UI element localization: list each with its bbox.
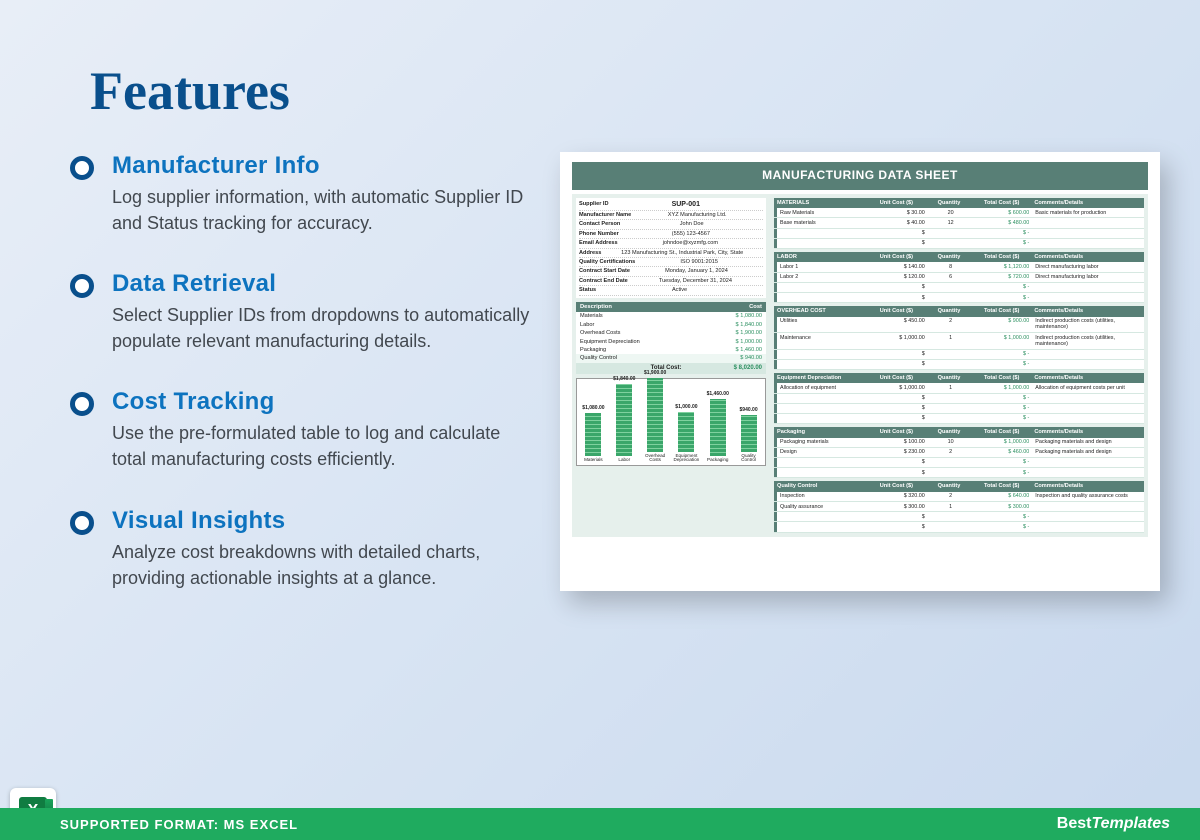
cell: 1,000.00 [740, 339, 762, 345]
cost-chart: $1,080.00Materials$1,840.00Labor$1,900.0… [576, 378, 766, 466]
value: Monday, January 1, 2024 [630, 268, 763, 274]
cell: Quality Control [580, 355, 686, 361]
feature-desc: Log supplier information, with automatic… [112, 184, 530, 236]
supplier-info-box: Supplier IDSUP-001 Manufacturer NameXYZ … [576, 198, 766, 298]
bullet-icon [70, 392, 94, 416]
label: Supplier ID [579, 201, 609, 209]
value: Active [596, 287, 763, 293]
value: (555) 123-4567 [619, 231, 763, 237]
value: Tuesday, December 31, 2024 [628, 278, 763, 284]
bullet-icon [70, 274, 94, 298]
footer-bar: SUPPORTED FORMAT: MS EXCEL BestTemplates [0, 808, 1200, 840]
features-list: Manufacturer Info Log supplier informati… [70, 152, 530, 591]
value: ISO 9001:2015 [635, 259, 763, 265]
data-section: MATERIALSUnit Cost ($)QuantityTotal Cost… [774, 198, 1144, 249]
chart-bar: $1,900.00Overhead Costs [643, 371, 668, 463]
page-heading: Features [0, 0, 1200, 122]
chart-bar: $1,000.00Equipment Depreciation [674, 405, 700, 463]
cell: 940.00 [745, 355, 762, 361]
value: John Doe [620, 221, 763, 227]
chart-bar: $1,840.00Labor [612, 377, 637, 462]
value: 123 Manufacturing St., Industrial Park, … [601, 250, 763, 256]
data-section: PackagingUnit Cost ($)QuantityTotal Cost… [774, 427, 1144, 478]
feature-desc: Analyze cost breakdowns with detailed ch… [112, 539, 530, 591]
bullet-icon [70, 156, 94, 180]
feature-item: Cost Tracking Use the pre-formulated tab… [70, 388, 530, 472]
label: Email Address [579, 240, 618, 246]
label: Contact Person [579, 221, 620, 227]
cell: Materials [580, 313, 686, 319]
chart-bar: $1,460.00Packaging [705, 392, 730, 462]
value: XYZ Manufacturing Ltd. [631, 212, 763, 218]
total-label: Total Cost: [580, 365, 690, 372]
feature-title: Data Retrieval [112, 270, 530, 298]
feature-title: Manufacturer Info [112, 152, 530, 180]
cell: Overhead Costs [580, 330, 686, 336]
value: SUP-001 [609, 201, 763, 209]
data-section: OVERHEAD COSTUnit Cost ($)QuantityTotal … [774, 306, 1144, 370]
data-section: LABORUnit Cost ($)QuantityTotal Cost ($)… [774, 252, 1144, 303]
bullet-icon [70, 511, 94, 535]
brand-part: Best [1057, 815, 1092, 832]
data-section: Equipment DepreciationUnit Cost ($)Quant… [774, 373, 1144, 424]
feature-desc: Select Supplier IDs from dropdowns to au… [112, 302, 530, 354]
supported-format-label: SUPPORTED FORMAT: [60, 817, 219, 832]
cost-summary-table: DescriptionCost Materials$ 1,080.00 Labo… [576, 302, 766, 374]
label: Manufacturer Name [579, 212, 631, 218]
sheet-title: MANUFACTURING DATA SHEET [572, 162, 1148, 190]
cell: Labor [580, 322, 686, 328]
label: Status [579, 287, 596, 293]
feature-title: Cost Tracking [112, 388, 530, 416]
chart-bar: $1,080.00Materials [581, 406, 606, 462]
spreadsheet-preview: MANUFACTURING DATA SHEET Supplier IDSUP-… [560, 152, 1160, 591]
col-header: Description [576, 302, 686, 313]
cell: Packaging [580, 347, 686, 353]
col-header: Cost [686, 302, 767, 313]
label: Phone Number [579, 231, 619, 237]
label: Quality Certifications [579, 259, 635, 265]
cell: Equipment Depreciation [580, 339, 686, 345]
feature-desc: Use the pre-formulated table to log and … [112, 420, 530, 472]
brand-part: Templates [1091, 815, 1170, 832]
feature-item: Manufacturer Info Log supplier informati… [70, 152, 530, 236]
value: johndoe@xyzmfg.com [618, 240, 763, 246]
feature-title: Visual Insights [112, 507, 530, 535]
cell: 1,900.00 [740, 330, 762, 336]
label: Contract End Date [579, 278, 628, 284]
feature-item: Visual Insights Analyze cost breakdowns … [70, 507, 530, 591]
cell: 1,460.00 [740, 347, 762, 353]
brand-logo: BestTemplates [1057, 815, 1170, 833]
label: Address [579, 250, 601, 256]
supported-format-value: MS EXCEL [224, 817, 298, 832]
data-section: Quality ControlUnit Cost ($)QuantityTota… [774, 481, 1144, 532]
feature-item: Data Retrieval Select Supplier IDs from … [70, 270, 530, 354]
label: Contract Start Date [579, 268, 630, 274]
chart-bar: $940.00Quality Control [736, 408, 761, 463]
total-value: 8,020.00 [739, 365, 762, 371]
cell: 1,840.00 [740, 322, 762, 328]
cell: 1,080.00 [740, 313, 762, 319]
